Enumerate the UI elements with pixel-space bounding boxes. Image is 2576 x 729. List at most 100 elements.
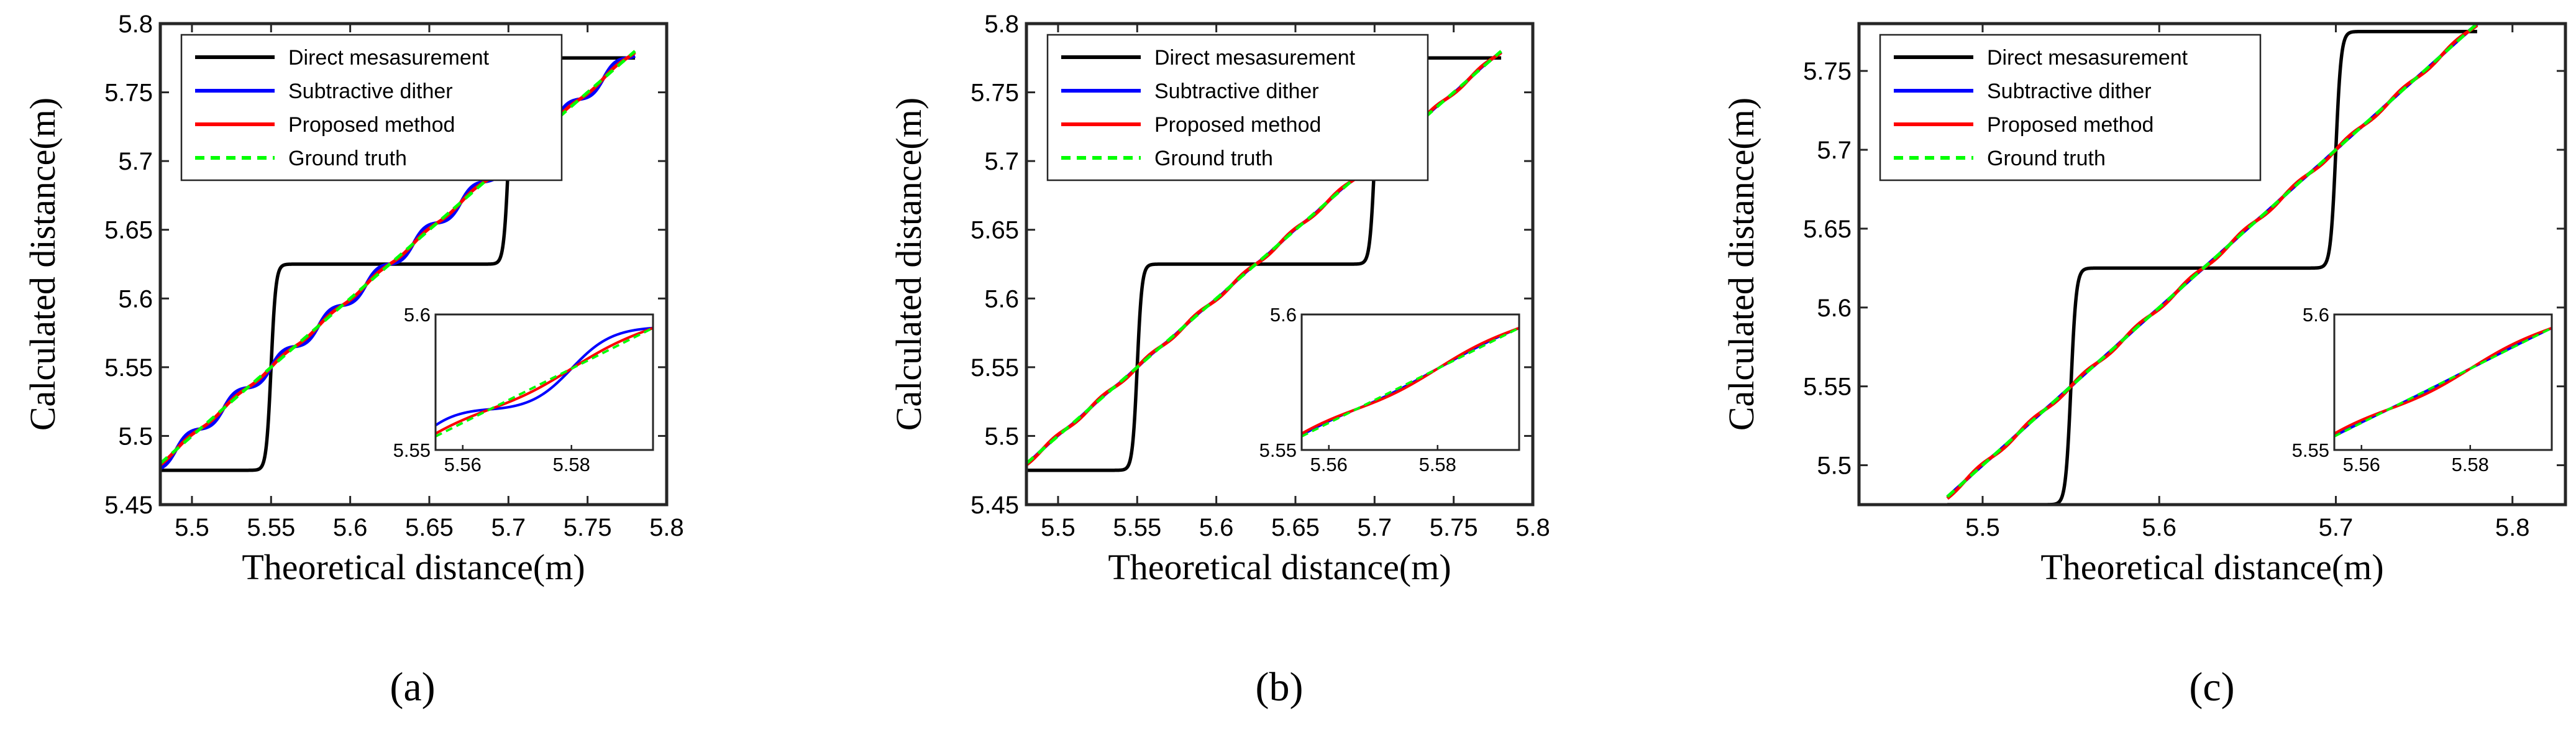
inset-proposed-line <box>1302 326 1519 435</box>
x-tick-label: 5.5 <box>175 514 209 541</box>
panel-caption: (c) <box>2189 664 2234 710</box>
legend-label-direct: Direct mesasurement <box>288 46 490 70</box>
inset-y-tick-label: 5.55 <box>2292 439 2329 461</box>
plot-frame <box>158 22 669 507</box>
inset-x-tick-label: 5.56 <box>2343 454 2380 475</box>
legend-label-truth: Ground truth <box>288 147 407 170</box>
legend-label-truth: Ground truth <box>1154 147 1273 170</box>
inset-x-tick-label: 5.58 <box>2452 454 2489 475</box>
y-tick-label: 5.45 <box>971 492 1019 519</box>
x-tick-label: 5.8 <box>2495 514 2530 541</box>
y-tick-label: 5.65 <box>104 217 153 244</box>
panel-caption: (a) <box>390 664 435 710</box>
inset-y-tick-label: 5.6 <box>404 304 431 326</box>
inset-frame <box>2333 313 2553 451</box>
x-tick-label: 5.8 <box>649 514 684 541</box>
inset-x-tick-label: 5.56 <box>444 454 482 475</box>
inset: 5.56 5.58 5.55 5.6 <box>393 304 654 475</box>
plot-frame <box>1025 22 1535 507</box>
y-tick-label: 5.45 <box>104 492 153 519</box>
x-tick-label: 5.75 <box>564 514 612 541</box>
panel-a: 5.5 5.55 5.6 5.65 5.7 5.75 5.85.455.55.555.65.… <box>22 11 684 710</box>
y-tick-label: 5.5 <box>118 423 153 450</box>
inset: 5.56 5.58 5.55 5.6 <box>2292 304 2553 475</box>
legend: Direct mesasurement Subtractive dither Pro… <box>1879 34 2262 181</box>
y-tick-label: 5.55 <box>1803 374 1852 401</box>
y-tick-label: 5.65 <box>1803 216 1852 243</box>
truth-line <box>160 50 636 465</box>
direct-line <box>1946 29 2478 505</box>
y-axis-title: Calculated distance(m) <box>1721 98 1761 431</box>
y-tick-label: 5.55 <box>104 354 153 382</box>
inset-frame <box>1300 313 1520 451</box>
legend-label-dither: Subtractive dither <box>1154 80 1319 103</box>
x-axis-title: Theoretical distance(m) <box>2040 547 2383 587</box>
x-tick-label: 5.6 <box>333 514 368 541</box>
inset-frame <box>434 313 654 451</box>
legend: Direct mesasurement Subtractive dither Pro… <box>1046 34 1429 181</box>
x-tick-label: 5.7 <box>1358 514 1392 541</box>
inset-y-tick-label: 5.6 <box>1270 304 1297 326</box>
truth-line <box>1026 50 1502 465</box>
legend-label-dither: Subtractive dither <box>288 80 453 103</box>
y-tick-label: 5.75 <box>971 80 1019 107</box>
x-axis-title: Theoretical distance(m) <box>1108 547 1451 587</box>
inset-y-tick-label: 5.55 <box>393 439 431 461</box>
y-tick-label: 5.5 <box>984 423 1019 450</box>
y-tick-label: 5.8 <box>118 11 153 38</box>
y-tick-label: 5.75 <box>1803 58 1852 85</box>
inset-y-tick-label: 5.55 <box>1259 439 1297 461</box>
legend-label-dither: Subtractive dither <box>1987 80 2152 103</box>
x-tick-label: 5.55 <box>247 514 295 541</box>
x-tick-label: 5.8 <box>1515 514 1550 541</box>
x-tick-label: 5.6 <box>1199 514 1234 541</box>
panel-caption: (b) <box>1256 664 1304 710</box>
y-tick-label: 5.7 <box>1817 137 1852 164</box>
y-tick-label: 5.7 <box>118 148 153 175</box>
inset-dither-line <box>436 326 653 427</box>
panel-b: 5.5 5.55 5.6 5.65 5.7 5.75 5.85.455.55.555.65.… <box>888 11 1550 710</box>
x-tick-label: 5.6 <box>2142 514 2176 541</box>
inset-truth-line <box>2334 327 2552 438</box>
legend-label-proposed: Proposed method <box>1154 113 1321 137</box>
y-tick-label: 5.6 <box>118 285 153 313</box>
inset-x-tick-label: 5.58 <box>553 454 590 475</box>
inset: 5.56 5.58 5.55 5.6 <box>1259 304 1520 475</box>
legend-label-proposed: Proposed method <box>288 113 455 137</box>
x-tick-label: 5.65 <box>1271 514 1320 541</box>
y-tick-label: 5.7 <box>984 148 1019 175</box>
x-tick-label: 5.7 <box>2319 514 2354 541</box>
y-axis-title: Calculated distance(m) <box>888 98 929 431</box>
truth-line <box>1946 24 2478 498</box>
y-tick-label: 5.55 <box>971 354 1019 382</box>
plot-frame <box>1857 22 2567 507</box>
inset-proposed-line <box>436 326 653 435</box>
legend: Direct mesasurement Subtractive dither Pro… <box>180 34 563 181</box>
inset-truth-line <box>436 327 653 438</box>
x-tick-label: 5.55 <box>1113 514 1161 541</box>
inset-x-tick-label: 5.56 <box>1310 454 1348 475</box>
x-tick-label: 5.75 <box>1430 514 1478 541</box>
legend-label-direct: Direct mesasurement <box>1987 46 2188 70</box>
y-tick-label: 5.65 <box>971 217 1019 244</box>
x-axis-title: Theoretical distance(m) <box>242 547 585 587</box>
y-tick-label: 5.5 <box>1817 452 1852 480</box>
inset-y-tick-label: 5.6 <box>2303 304 2329 326</box>
legend-label-truth: Ground truth <box>1987 147 2106 170</box>
x-tick-label: 5.5 <box>1965 514 2000 541</box>
inset-x-tick-label: 5.58 <box>1419 454 1456 475</box>
x-tick-label: 5.7 <box>491 514 526 541</box>
x-tick-label: 5.5 <box>1041 514 1076 541</box>
panel-c: 5.5 5.6 5.7 5.8 5.5 5.55 5.6 5.65 5.7 5.75 Direct … <box>1721 22 2567 710</box>
legend-label-direct: Direct mesasurement <box>1154 46 1356 70</box>
inset-truth-line <box>1302 327 1519 438</box>
inset-proposed-line <box>2334 326 2552 435</box>
y-tick-label: 5.8 <box>984 11 1019 38</box>
y-axis-title: Calculated distance(m) <box>22 98 63 431</box>
legend-label-proposed: Proposed method <box>1987 113 2154 137</box>
y-tick-label: 5.75 <box>104 80 153 107</box>
y-tick-label: 5.6 <box>1817 295 1852 322</box>
x-tick-label: 5.65 <box>405 514 454 541</box>
y-tick-label: 5.6 <box>984 285 1019 313</box>
